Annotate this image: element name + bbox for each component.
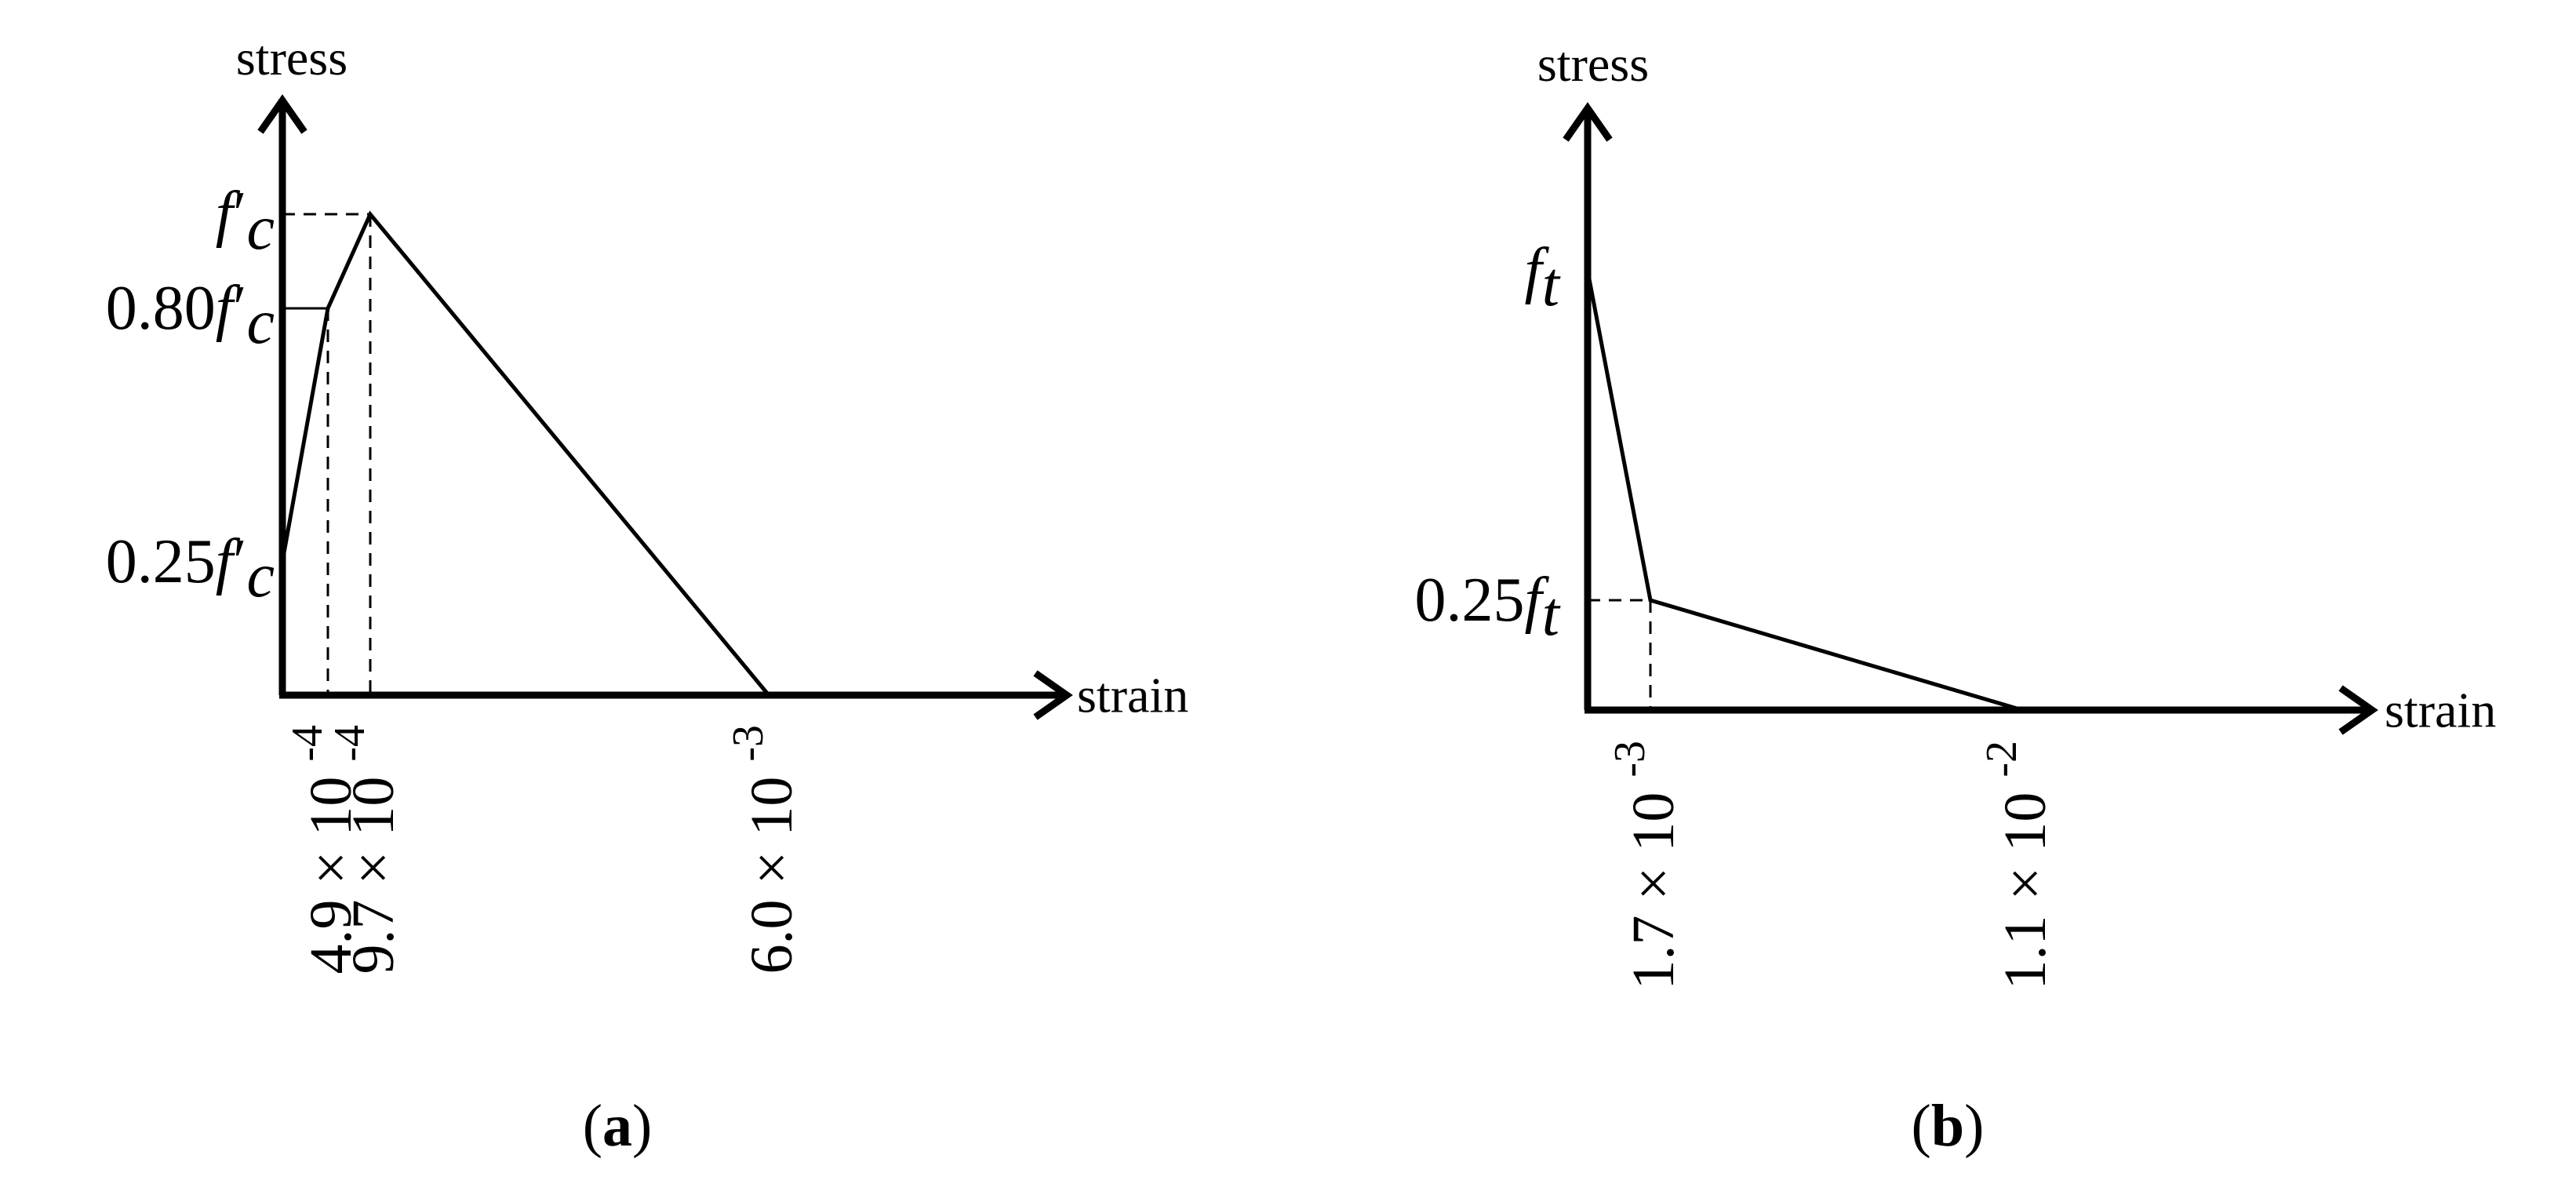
panel-a-compressive-stress-strain: stress strain f′c 0.80f′c 0.25f′c 4.9 × 10 -4…: [106, 30, 1188, 1159]
panel-a-x-axis-arrowhead: [1033, 670, 1073, 720]
panel-b-x-axis-arrowhead: [2338, 685, 2378, 735]
panel-b-x-tick-label-0: 1.7 × 10 -3: [1606, 741, 1686, 990]
panel-a-x-axis-label: strain: [1077, 668, 1188, 723]
panel-a-x-tick-label-2: 6.0 × 10 -3: [724, 725, 805, 974]
panel-a-x-tick-label-1: 9.7 × 10 -4: [326, 725, 406, 974]
panel-b-tensile-stress-strain: stress strain ft 0.25ft 1.7 × 10 -3 1.1 × 10 …: [1415, 36, 2497, 1159]
panel-a-y-tick-label-0: f′c: [216, 180, 275, 263]
panel-b-y-tick-label-1: 0.25ft: [1415, 566, 1561, 649]
panel-b-x-axis-label: strain: [2385, 683, 2496, 738]
panel-a-stress-strain-curve: [280, 210, 770, 697]
panel-b-y-axis-label: stress: [1537, 36, 1649, 92]
panel-a-caption: (a): [583, 1093, 653, 1159]
panel-b-caption: (b): [1912, 1093, 1985, 1159]
panel-a-y-tick-label-2: 0.25f′c: [106, 527, 275, 610]
panel-a-x-tick-label-0: 4.9 × 10 -4: [283, 725, 364, 974]
panel-b-y-tick-label-0: ft: [1525, 236, 1561, 319]
panel-b-x-tick-label-1: 1.1 × 10 -2: [1977, 741, 2058, 990]
panel-b-y-axis-arrowhead: [1563, 102, 1613, 142]
panel-a-y-axis-label: stress: [236, 30, 347, 86]
panel-a-y-tick-label-1: 0.80f′c: [106, 274, 275, 357]
panel-b-stress-strain-curve: [1585, 270, 2023, 712]
panel-a-y-axis-arrowhead: [257, 94, 307, 134]
